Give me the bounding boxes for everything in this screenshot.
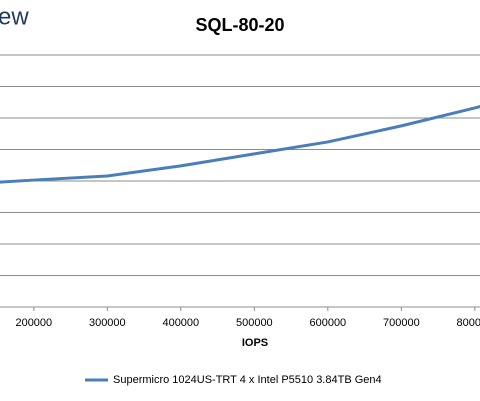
x-tick-label: 800000	[456, 317, 480, 329]
x-axis-label: IOPS	[242, 337, 268, 349]
x-tick-label: 600000	[309, 317, 346, 329]
labels: 200000 300000 400000 500000 600000 700000 8000…	[15, 317, 480, 386]
plot-area	[0, 105, 480, 184]
x-tick-label: 500000	[236, 317, 273, 329]
x-tick-label: 400000	[162, 317, 199, 329]
chart-title: SQL-80-20	[195, 15, 284, 35]
logo-fragment: ew	[0, 3, 29, 30]
x-tick-label: 300000	[89, 317, 126, 329]
x-tick-label: 700000	[383, 317, 420, 329]
series-line	[0, 105, 480, 184]
grid	[0, 54, 480, 311]
legend-label: Supermicro 1024US-TRT 4 x Intel P5510 3.…	[113, 374, 382, 386]
x-tick-label: 200000	[15, 317, 52, 329]
